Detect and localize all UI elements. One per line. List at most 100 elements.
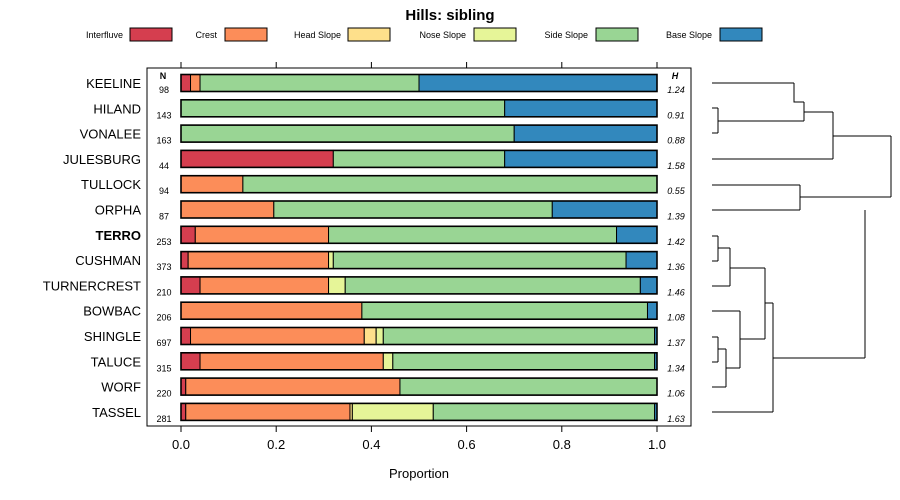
h-value: 1.46 — [667, 287, 685, 297]
category-label: TURNERCREST — [43, 278, 141, 293]
n-value: 206 — [156, 313, 171, 323]
legend-label: Base Slope — [666, 30, 712, 40]
category-label: TALUCE — [91, 354, 142, 369]
x-axis-label: Proportion — [389, 466, 449, 481]
n-value: 220 — [156, 389, 171, 399]
h-value: 1.08 — [667, 313, 685, 323]
bar-segment — [504, 99, 658, 118]
bar-outline — [180, 250, 658, 270]
category-label: KEELINE — [86, 76, 141, 91]
dendrogram-branch — [712, 235, 765, 312]
bar-outline — [180, 73, 658, 93]
h-value: 1.37 — [667, 338, 686, 348]
category-label: SHINGLE — [84, 329, 141, 344]
bar-segment — [199, 352, 384, 371]
bar-outline — [180, 99, 658, 118]
h-value: 1.36 — [667, 262, 685, 272]
bar-segment — [616, 225, 658, 244]
h-value: 1.42 — [667, 237, 685, 247]
bar-segment — [180, 352, 201, 371]
h-value: 1.63 — [667, 414, 685, 424]
bar-segment — [646, 301, 658, 320]
bar-segment — [180, 99, 506, 118]
bar-segment — [199, 276, 330, 295]
bar-outline — [180, 124, 658, 143]
category-label: TASSEL — [92, 405, 141, 420]
bar-segment — [180, 124, 515, 143]
x-tick-label: 0.8 — [553, 437, 571, 452]
h-value: 1.39 — [667, 212, 685, 222]
x-tick-label: 0.2 — [267, 437, 285, 452]
category-label: ORPHA — [95, 203, 142, 218]
bar-segment — [180, 200, 275, 219]
bar-segment — [432, 402, 656, 421]
bar-segment — [190, 74, 201, 92]
category-label: CUSHMAN — [75, 253, 141, 268]
legend-swatch — [595, 27, 639, 42]
legend-swatch — [719, 27, 763, 42]
bar-segment — [375, 327, 384, 345]
n-value: 373 — [156, 262, 171, 272]
category-label: HILAND — [93, 101, 141, 116]
legend-swatch — [473, 27, 517, 42]
legend-swatch — [224, 27, 268, 42]
bar-segment — [328, 225, 618, 244]
bar-segment — [180, 276, 201, 295]
bar-segment — [363, 327, 377, 345]
bar-outline — [180, 326, 658, 346]
n-value: 163 — [156, 136, 171, 146]
bar-outline — [180, 174, 658, 194]
bar-segment — [551, 200, 658, 219]
bar-outline — [180, 402, 658, 422]
bar-outline — [180, 200, 658, 219]
bar-segment — [242, 175, 658, 194]
bar-outline — [180, 225, 658, 245]
bar-segment — [351, 402, 434, 421]
bar-segment — [328, 276, 346, 295]
n-value: 98 — [159, 85, 169, 95]
bar-segment — [185, 402, 351, 421]
n-value: 315 — [156, 363, 171, 373]
bar-segment — [187, 251, 330, 270]
bar-segment — [180, 251, 189, 270]
bar-segment — [180, 149, 334, 168]
bars — [180, 73, 658, 422]
n-value: 94 — [159, 186, 169, 196]
bar-segment — [328, 251, 334, 270]
h-value: 0.55 — [667, 186, 686, 196]
category-label: JULESBURG — [63, 152, 141, 167]
dendrogram — [712, 82, 892, 413]
legend-label: Interfluve — [86, 30, 123, 40]
bar-segment — [361, 301, 648, 320]
bar-segment — [382, 327, 656, 345]
n-value: 143 — [156, 110, 171, 120]
x-tick-label: 0.6 — [458, 437, 476, 452]
bar-segment — [399, 377, 658, 396]
bar-outline — [180, 149, 658, 169]
bar-segment — [273, 200, 553, 219]
n-value: 697 — [156, 338, 171, 348]
bar-segment — [639, 276, 658, 295]
bar-segment — [190, 327, 365, 345]
bar-segment — [625, 251, 658, 270]
x-tick-label: 1.0 — [648, 437, 666, 452]
dendrogram-branch — [712, 136, 892, 211]
bar-segment — [504, 149, 658, 168]
bar-segment — [180, 175, 244, 194]
category-label: VONALEE — [80, 127, 142, 142]
category-label: TULLOCK — [81, 177, 141, 192]
h-value: 1.06 — [667, 389, 685, 399]
bar-segment — [344, 276, 641, 295]
dendrogram-branch — [712, 82, 891, 160]
legend-swatch — [347, 27, 391, 42]
bar-segment — [194, 225, 330, 244]
legend-label: Side Slope — [544, 30, 588, 40]
legend-label: Nose Slope — [419, 30, 466, 40]
category-label: WORF — [101, 380, 141, 395]
bar-segment — [513, 124, 658, 143]
bar-segment — [392, 352, 656, 371]
x-tick-label: 0.0 — [172, 437, 190, 452]
bar-outline — [180, 377, 658, 396]
bar-segment — [332, 149, 506, 168]
